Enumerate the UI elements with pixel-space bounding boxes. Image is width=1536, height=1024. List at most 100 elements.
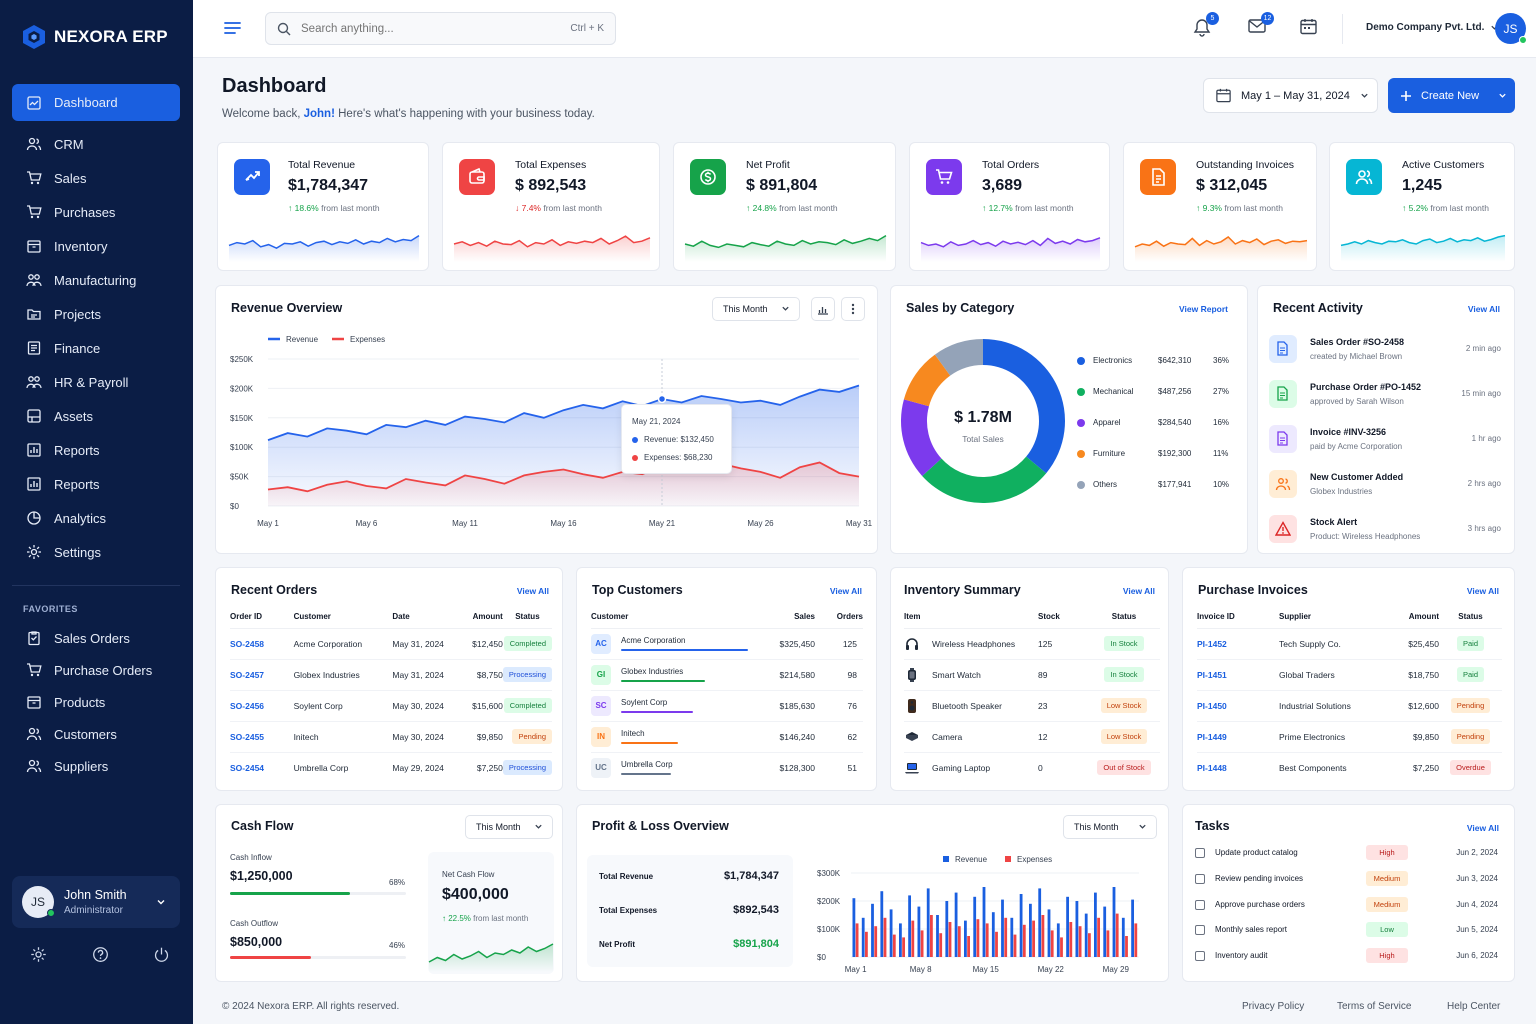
sidebar-item-inventory[interactable]: Inventory <box>12 229 180 263</box>
bar-revenue[interactable] <box>908 895 911 957</box>
bar-revenue[interactable] <box>1038 888 1042 957</box>
pnl-period-select[interactable]: This Month <box>1063 815 1157 839</box>
chart-type-button[interactable] <box>811 297 835 321</box>
sidebar-item-sales[interactable]: Sales <box>12 161 180 195</box>
bar-revenue[interactable] <box>899 923 902 957</box>
power-icon[interactable] <box>153 946 170 963</box>
bar-expenses[interactable] <box>865 931 868 957</box>
notifications-button[interactable]: 5 <box>1193 12 1219 38</box>
invoice-id-link[interactable]: PI-1449 <box>1197 731 1227 742</box>
table-row[interactable]: Wireless Headphones 125 In Stock <box>904 628 1160 660</box>
bar-expenses[interactable] <box>1088 933 1091 957</box>
bar-expenses[interactable] <box>1032 920 1035 957</box>
bar-expenses[interactable] <box>902 937 905 957</box>
order-id-link[interactable]: SO-2454 <box>230 762 265 773</box>
inventory-view-all-link[interactable]: View All <box>1122 586 1155 596</box>
task-checkbox[interactable] <box>1195 951 1205 962</box>
task-checkbox[interactable] <box>1195 925 1205 936</box>
bar-revenue[interactable] <box>861 917 865 957</box>
invoice-id-link[interactable]: PI-1451 <box>1197 669 1227 680</box>
invoice-id[interactable]: PI-1452 <box>1197 628 1279 660</box>
order-id[interactable]: SO-2458 <box>230 628 294 660</box>
invoice-id-link[interactable]: PI-1450 <box>1197 700 1227 711</box>
bar-revenue[interactable] <box>852 898 856 957</box>
gear-icon[interactable] <box>30 946 47 963</box>
task-checkbox[interactable] <box>1195 899 1205 910</box>
bar-revenue[interactable] <box>1029 903 1032 957</box>
table-row[interactable]: Camera 12 Low Stock <box>904 721 1160 753</box>
bar-revenue[interactable] <box>973 896 977 957</box>
table-row[interactable]: PI-1451 Global Traders $18,750 Paid <box>1197 659 1502 691</box>
company-selector[interactable]: Demo Company Pvt. Ltd. <box>1366 22 1499 33</box>
bar-revenue[interactable] <box>926 888 930 957</box>
task-item[interactable]: Update product catalog High Jun 2, 2024 <box>1195 845 1501 867</box>
bar-expenses[interactable] <box>874 926 878 957</box>
search-input[interactable] <box>301 22 551 35</box>
bar-expenses[interactable] <box>855 923 859 957</box>
activity-item[interactable]: New Customer Added Globex Industries 2 hrs… <box>1269 470 1509 510</box>
bar-expenses[interactable] <box>1115 913 1119 957</box>
donut-slice-mechanical[interactable] <box>922 456 1047 503</box>
sidebar-item-manufacturing[interactable]: Manufacturing <box>12 263 180 297</box>
task-item[interactable]: Review pending invoices Medium Jun 3, 2024 <box>1195 870 1501 893</box>
table-row[interactable]: UC Umbrella Corp $128,300 51 <box>591 752 863 783</box>
table-row[interactable]: SO-2457 Globex Industries May 31, 2024 $8,7… <box>230 659 552 691</box>
user-card[interactable]: JS John Smith Administrator <box>12 876 180 928</box>
table-row[interactable]: Smart Watch 89 In Stock <box>904 659 1160 691</box>
kpi-card-outstanding-invoices[interactable]: Outstanding Invoices $ 312,045 ↑ 9.3% from… <box>1123 142 1317 271</box>
activity-item[interactable]: Purchase Order #PO-1452 approved by Sarah… <box>1269 380 1509 420</box>
help-center-link[interactable]: Help Center <box>1447 1001 1501 1012</box>
menu-icon[interactable] <box>224 21 241 35</box>
sidebar-item-reports[interactable]: Reports <box>12 467 180 501</box>
bar-revenue[interactable] <box>1094 892 1097 957</box>
donut-slice-others[interactable] <box>934 339 983 376</box>
kpi-card-net-profit[interactable]: Net Profit $ 891,804 ↑ 24.8% from last mon… <box>673 142 896 271</box>
table-row[interactable]: SO-2456 Soylent Corp May 30, 2024 $15,600 Co… <box>230 690 552 722</box>
table-row[interactable]: IN Initech $146,240 62 <box>591 721 863 753</box>
sidebar-item-dashboard[interactable]: Dashboard <box>12 84 180 121</box>
bar-expenses[interactable] <box>1078 926 1082 957</box>
bar-expenses[interactable] <box>1125 936 1128 957</box>
table-row[interactable]: SO-2458 Acme Corporation May 31, 2024 $12,4… <box>230 628 552 660</box>
create-new-button[interactable]: Create New <box>1388 78 1515 113</box>
messages-button[interactable]: 12 <box>1248 12 1274 38</box>
order-id[interactable]: SO-2454 <box>230 752 294 783</box>
bar-revenue[interactable] <box>936 915 939 957</box>
kpi-card-active-customers[interactable]: Active Customers 1,245 ↑ 5.2% from last mo… <box>1329 142 1515 271</box>
orders-view-all-link[interactable]: View All <box>516 586 549 596</box>
donut-slice-electronics[interactable] <box>983 339 1065 474</box>
bar-revenue[interactable] <box>917 906 921 957</box>
customers-view-all-link[interactable]: View All <box>829 586 862 596</box>
chevron-down-icon[interactable] <box>156 897 166 907</box>
task-item[interactable]: Monthly sales report Low Jun 5, 2024 <box>1195 922 1501 944</box>
bar-revenue[interactable] <box>1112 887 1116 957</box>
bar-expenses[interactable] <box>948 922 952 957</box>
brand[interactable]: NEXORA ERP <box>22 24 168 50</box>
sidebar-item-hr-payroll[interactable]: HR & Payroll <box>12 365 180 399</box>
invoice-id[interactable]: PI-1450 <box>1197 690 1279 722</box>
task-checkbox[interactable] <box>1195 873 1205 884</box>
privacy-policy-link[interactable]: Privacy Policy <box>1242 1001 1305 1012</box>
terms-link[interactable]: Terms of Service <box>1337 1001 1412 1012</box>
bar-revenue[interactable] <box>1001 899 1004 957</box>
invoice-id-link[interactable]: PI-1448 <box>1197 762 1227 773</box>
bar-expenses[interactable] <box>967 936 970 957</box>
sidebar-item-assets[interactable]: Assets <box>12 399 180 433</box>
bar-revenue[interactable] <box>1131 899 1134 957</box>
order-id-link[interactable]: SO-2457 <box>230 669 265 680</box>
calendar-button[interactable] <box>1300 18 1320 38</box>
cashflow-period-select[interactable]: This Month <box>465 815 553 839</box>
table-row[interactable]: SO-2455 Initech May 30, 2024 $9,850 Pending <box>230 721 552 753</box>
bar-revenue[interactable] <box>945 901 949 957</box>
bar-revenue[interactable] <box>1084 913 1088 957</box>
bar-revenue[interactable] <box>964 920 967 957</box>
hover-point[interactable] <box>657 394 667 404</box>
table-row[interactable]: AC Acme Corporation $325,450 125 <box>591 628 863 660</box>
sidebar-item-purchase-orders[interactable]: Purchase Orders <box>12 654 180 686</box>
bar-expenses[interactable] <box>1004 917 1008 957</box>
activity-item[interactable]: Stock Alert Product: Wireless Headphones 3… <box>1269 515 1509 555</box>
order-id[interactable]: SO-2456 <box>230 690 294 722</box>
bar-expenses[interactable] <box>920 930 924 957</box>
activity-item[interactable]: Invoice #INV-3256 paid by Acme Corporatio… <box>1269 425 1509 465</box>
bar-expenses[interactable] <box>939 933 943 957</box>
